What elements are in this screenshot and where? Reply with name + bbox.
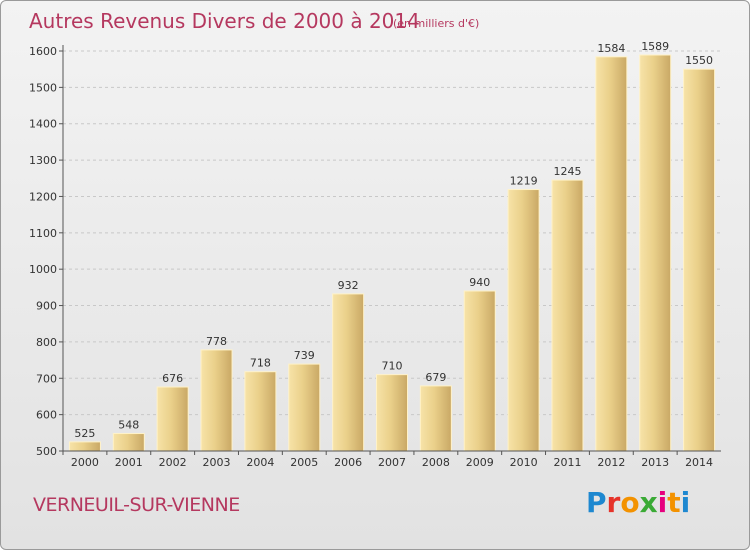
y-tick-label: 1000 (29, 263, 57, 276)
x-tick-label: 2008 (422, 456, 450, 469)
y-tick-label: 1200 (29, 190, 57, 203)
bar-value-label: 1584 (597, 42, 625, 55)
y-tick-label: 900 (36, 300, 57, 313)
x-tick-label: 2009 (466, 456, 494, 469)
y-tick-label: 500 (36, 445, 57, 458)
proxiti-logo: Proxiti (586, 486, 690, 519)
y-tick-label: 1100 (29, 227, 57, 240)
y-tick-label: 600 (36, 409, 57, 422)
bar (683, 68, 716, 452)
x-tick-label: 2010 (510, 456, 538, 469)
logo-letter: i (680, 486, 691, 519)
chart-subtitle: (en milliers d'€) (393, 17, 480, 30)
x-tick-label: 2011 (553, 456, 581, 469)
bar-value-label: 778 (206, 335, 227, 348)
bar-value-label: 1550 (685, 54, 713, 67)
axes: 500 600 700 800 900 1000 1100 1200 1300 1400 1500 1… (29, 45, 721, 469)
bar (288, 363, 321, 452)
city-name: VERNEUIL-SUR-VIENNE (33, 494, 240, 516)
bar-value-label: 718 (250, 357, 271, 370)
bar-value-label: 1219 (510, 175, 538, 188)
bar-value-label: 525 (74, 427, 95, 440)
bar-value-label: 940 (469, 276, 490, 289)
bar (595, 56, 628, 452)
bar-value-label: 710 (382, 360, 403, 373)
x-tick-label: 2012 (597, 456, 625, 469)
y-tick-label: 700 (36, 372, 57, 385)
x-tick-label: 2006 (334, 456, 362, 469)
bar (376, 374, 408, 452)
logo-letter: t (667, 486, 681, 519)
bars (68, 54, 716, 452)
y-tick-label: 1300 (29, 154, 57, 167)
chart-title: Autres Revenus Divers de 2000 à 2014 (29, 9, 420, 33)
value-labels: 525 548 676 778 718 739 932 710 679 940 1219 1245 15… (74, 40, 713, 440)
bar-value-label: 1245 (553, 165, 581, 178)
bar (507, 189, 540, 452)
bar (68, 441, 101, 452)
x-tick-label: 2013 (641, 456, 669, 469)
bar (332, 293, 365, 452)
bar (156, 386, 189, 452)
logo-letter: o (620, 486, 640, 519)
bar (200, 349, 233, 452)
x-tick-label: 2014 (685, 456, 713, 469)
y-tick-label: 800 (36, 336, 57, 349)
x-tick-label: 2001 (115, 456, 143, 469)
x-tick-label: 2004 (246, 456, 274, 469)
bar (639, 54, 672, 452)
logo-letter: i (657, 486, 668, 519)
bar-value-label: 932 (338, 279, 359, 292)
bar (419, 385, 452, 452)
bar-value-label: 676 (162, 372, 183, 385)
bar (112, 433, 145, 452)
x-tick-label: 2002 (159, 456, 187, 469)
bar-value-label: 1589 (641, 40, 669, 53)
logo-letter: x (639, 486, 658, 519)
y-tick-label: 1600 (29, 45, 57, 58)
bar-value-label: 548 (118, 419, 139, 432)
bar-value-label: 679 (425, 371, 446, 384)
bar (463, 290, 496, 452)
x-tick-label: 2005 (290, 456, 318, 469)
y-tick-label: 1400 (29, 118, 57, 131)
bar (551, 179, 584, 452)
x-tick-label: 2003 (203, 456, 231, 469)
bar-value-label: 739 (294, 349, 315, 362)
x-tick-label: 2007 (378, 456, 406, 469)
x-tick-label: 2000 (71, 456, 99, 469)
logo-letter: P (586, 486, 607, 519)
logo-letter: r (606, 486, 621, 519)
bar (244, 371, 277, 452)
y-tick-label: 1500 (29, 81, 57, 94)
